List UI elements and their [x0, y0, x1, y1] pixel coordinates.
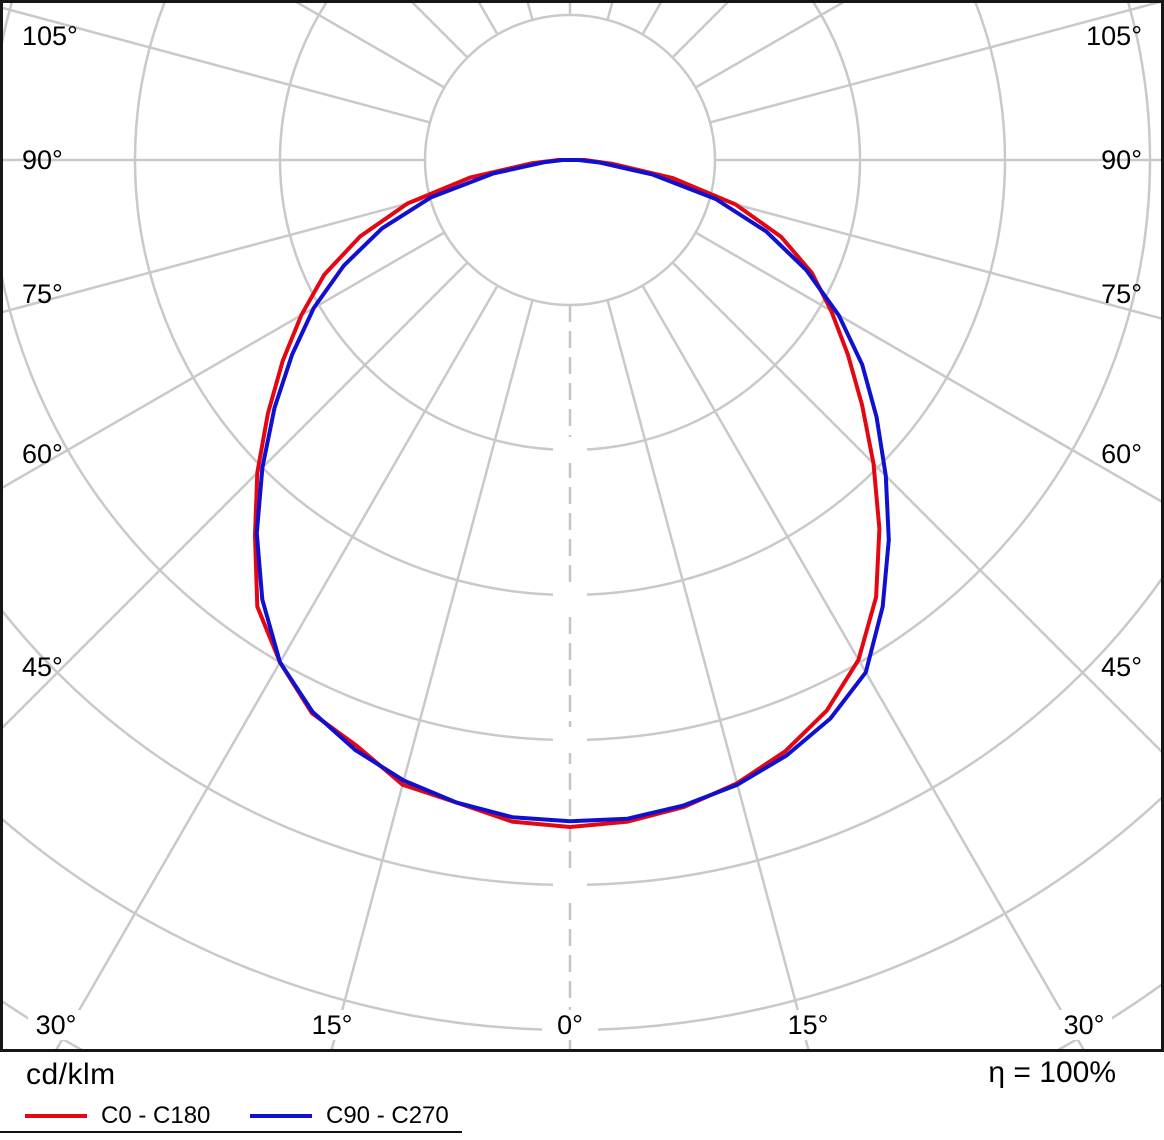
grid-ray-45-right: [671, 261, 1161, 753]
grid-ray-60-left: [3, 231, 446, 489]
angle-tick-right-60°: 60°: [1101, 439, 1142, 469]
ring-label-blank: [553, 437, 587, 463]
bottom-tick-halo: [304, 1010, 360, 1040]
efficiency-label: η = 100%: [988, 1056, 1116, 1089]
grid-ray-150-right: [641, 3, 663, 36]
angle-tick-left-45°: 45°: [22, 652, 63, 682]
ring-label-blank: [553, 872, 587, 898]
angle-tick-right-105°: 105°: [1086, 21, 1142, 51]
legend-item-c0-c180: C0 - C180: [25, 1100, 210, 1132]
angle-tick-left-90°: 90°: [22, 145, 63, 175]
grid-ray-165-left: [526, 3, 534, 21]
angle-tick-right-90°: 90°: [1101, 145, 1142, 175]
angle-tick-bottom-4: 30°: [1064, 1010, 1105, 1040]
legend-underline: [0, 1131, 462, 1133]
grid-ray-105-left: [3, 6, 431, 124]
units-label: cd/klm: [26, 1058, 116, 1091]
grid-ray-60-right: [694, 231, 1161, 503]
angle-tick-right-75°: 75°: [1101, 279, 1142, 309]
angle-tick-bottom-0: 30°: [36, 1010, 77, 1040]
polar-chart-svg: 105° 105° 90° 90° 75° 75° 60° 60° 45° 45° 30° 15° 0°…: [3, 3, 1161, 1049]
angle-tick-right-45°: 45°: [1101, 652, 1142, 682]
angle-tick-bottom-2: 0°: [557, 1010, 583, 1040]
grid-ray-105-right: [709, 3, 1161, 124]
polar-plot-area: 105° 105° 90° 90° 75° 75° 60° 60° 45° 45° 30° 15° 0°…: [0, 0, 1164, 1052]
ring-label-blank: [553, 727, 587, 753]
legend-label-c0-c180: C0 - C180: [101, 1102, 211, 1129]
bottom-tick-halo: [1056, 1010, 1112, 1040]
legend-item-c90-c270: C90 - C270: [250, 1100, 449, 1132]
grid-ring-400: [3, 3, 1152, 742]
bottom-tick-halo: [28, 1010, 84, 1040]
angle-tick-left-105°: 105°: [22, 21, 78, 51]
grid-ray-165-right: [606, 3, 614, 21]
grid-ray-15-left: [330, 299, 534, 1049]
grid-ray-30-right: [641, 284, 1085, 1049]
grid-ray-15-right: [606, 299, 810, 1049]
angle-tick-bottom-1: 15°: [312, 1010, 353, 1040]
angle-tick-left-60°: 60°: [22, 439, 63, 469]
angle-tick-left-75°: 75°: [22, 279, 63, 309]
grid-ray-75-right: [709, 196, 1161, 320]
angle-tick-bottom-3: 15°: [788, 1010, 829, 1040]
bottom-tick-halo: [780, 1010, 836, 1040]
grid-ring-300: [133, 3, 1007, 597]
legend-swatch-red-line: [25, 1114, 87, 1118]
grid-ray-30-left: [55, 284, 499, 1049]
grid-ring-200: [278, 3, 862, 452]
curve-C90-C270: [254, 158, 891, 824]
legend-label-c90-c270: C90 - C270: [326, 1102, 449, 1129]
legend: C0 - C180 C90 - C270: [0, 1100, 1164, 1132]
legend-swatch-blue-line: [250, 1114, 312, 1118]
grid-ray-75-left: [3, 196, 431, 314]
grid-ray-45-left: [3, 261, 469, 729]
ring-label-blank: [553, 582, 587, 608]
bottom-tick-halo: [542, 1010, 598, 1040]
